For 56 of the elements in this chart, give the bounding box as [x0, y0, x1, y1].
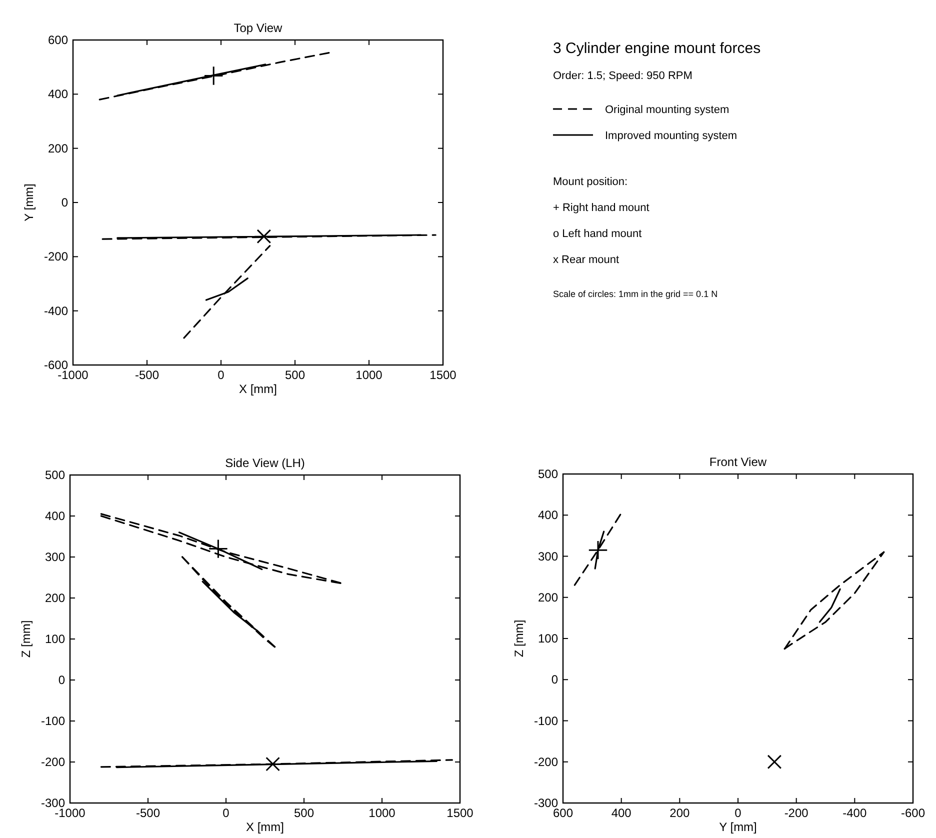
x-tick-label: -500 — [136, 806, 160, 820]
x-tick-label: 1000 — [356, 368, 383, 382]
y-tick-label: -400 — [44, 304, 68, 318]
y-tick-label: 100 — [44, 632, 66, 646]
x-tick-label: -600 — [900, 806, 926, 820]
y-tick-label: 300 — [44, 550, 66, 564]
chart-title: Top View — [234, 21, 283, 35]
y-tick-label: 200 — [44, 591, 66, 605]
x-tick-label: 1000 — [368, 806, 396, 820]
y-tick-label: 100 — [538, 632, 558, 646]
x-tick-label: 400 — [611, 806, 632, 820]
x-tick-label: 200 — [670, 806, 690, 820]
x-tick-label: 500 — [294, 806, 314, 820]
legend-label: Improved mounting system — [605, 130, 738, 142]
y-tick-label: -100 — [40, 714, 66, 728]
y-tick-label: 400 — [538, 508, 558, 522]
y-axis-title: Y [mm] — [22, 184, 36, 222]
y-tick-label: 200 — [538, 590, 558, 604]
y-tick-label: 400 — [48, 87, 68, 102]
x-tick-label: -400 — [842, 806, 867, 820]
x-tick-label: 1500 — [430, 368, 457, 382]
x-tick-label: 0 — [734, 806, 742, 820]
y-tick-label: 0 — [61, 196, 68, 210]
legend-label: Original mounting system — [605, 104, 730, 116]
x-tick-label: -200 — [784, 806, 809, 820]
y-tick-label: 500 — [44, 468, 66, 482]
y-axis-title: Z [mm] — [19, 620, 33, 658]
y-tick-label: -200 — [534, 754, 558, 769]
x-tick-label: 1500 — [446, 806, 474, 820]
chart-title: Front View — [709, 455, 767, 469]
x-axis-title: Y [mm] — [719, 820, 757, 834]
y-tick-label: 600 — [48, 33, 68, 47]
text: Scale of circles: 1mm in the grid == 0.1 N — [553, 289, 718, 299]
y-tick-label: 400 — [44, 509, 66, 523]
text: o Left hand mount — [553, 228, 642, 240]
y-tick-label: 500 — [538, 467, 558, 481]
y-tick-label: 300 — [538, 549, 558, 564]
x-tick-label: -500 — [134, 368, 160, 382]
y-axis-title: Z [mm] — [512, 620, 526, 658]
text: Mount position: — [553, 176, 628, 188]
x-tick-label: 0 — [222, 806, 230, 820]
text: + Right hand mount — [553, 202, 650, 214]
y-tick-label: -100 — [534, 714, 558, 728]
y-tick-label: 200 — [48, 141, 68, 156]
text: Order: 1.5; Speed: 950 RPM — [553, 70, 692, 82]
y-tick-label: -200 — [44, 250, 68, 264]
x-tick-label: 0 — [218, 368, 225, 382]
y-tick-label: 0 — [58, 673, 66, 687]
y-tick-label: 0 — [551, 672, 558, 687]
text: 3 Cylinder engine mount forces — [553, 40, 761, 57]
x-axis-title: X [mm] — [246, 820, 284, 834]
y-tick-label: -200 — [40, 755, 66, 769]
x-tick-label: 500 — [284, 368, 306, 382]
x-axis-title: X [mm] — [239, 382, 277, 396]
text: x Rear mount — [553, 254, 620, 266]
chart-title: Side View (LH) — [225, 456, 305, 470]
